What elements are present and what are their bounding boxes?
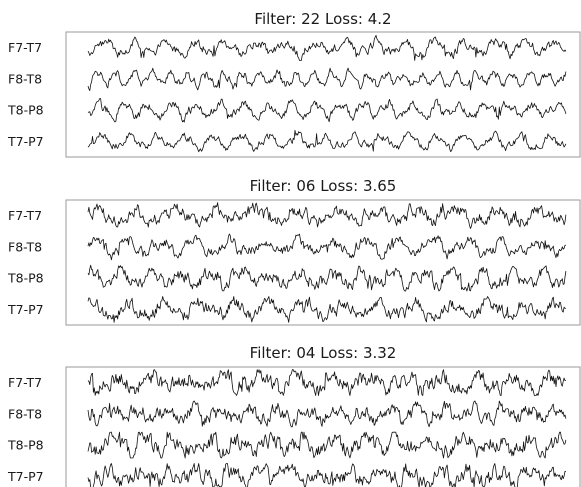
channel-label: F8-T8 [8,239,42,254]
channel-trace [87,431,567,459]
channel-trace [87,264,567,292]
channel-trace [87,67,567,91]
filter-panel: Filter: 22 Loss: 4.2 F7-T7 F8-T8 T8-P8 T7-P7 [7,10,581,158]
channel-label: T7-P7 [7,469,44,484]
channel-trace [87,400,567,428]
panel-title: Filter: 06 Loss: 3.65 [250,177,397,195]
channel-label: F7-T7 [8,208,42,223]
channel-trace [87,129,567,153]
channel-label: T7-P7 [7,302,44,317]
channel-trace [87,35,567,61]
channel-label: T8-P8 [7,271,44,286]
channel-trace [87,296,566,323]
panel-frame [65,199,581,326]
channel-trace [87,369,567,396]
channel-label: T8-P8 [7,438,44,453]
panel-title: Filter: 04 Loss: 3.32 [250,344,397,362]
channel-label: T7-P7 [7,134,44,149]
channel-label: F8-T8 [8,406,42,421]
channel-trace [87,202,567,229]
filter-panel: Filter: 04 Loss: 3.32 F7-T7 F8-T8 T8-P8 T7-P… [7,344,581,487]
channel-trace [87,233,566,261]
panel-title: Filter: 22 Loss: 4.2 [254,10,391,28]
panel-frame [65,31,581,158]
filter-panel: Filter: 06 Loss: 3.65 F7-T7 F8-T8 T8-P8 T7-P… [7,177,581,326]
channel-trace [87,463,567,487]
channel-label: F8-T8 [8,71,42,86]
channel-label: T8-P8 [7,103,44,118]
panel-frame [65,366,581,487]
channel-label: F7-T7 [8,375,42,390]
channel-label: F7-T7 [8,40,42,55]
channel-trace [87,98,567,123]
